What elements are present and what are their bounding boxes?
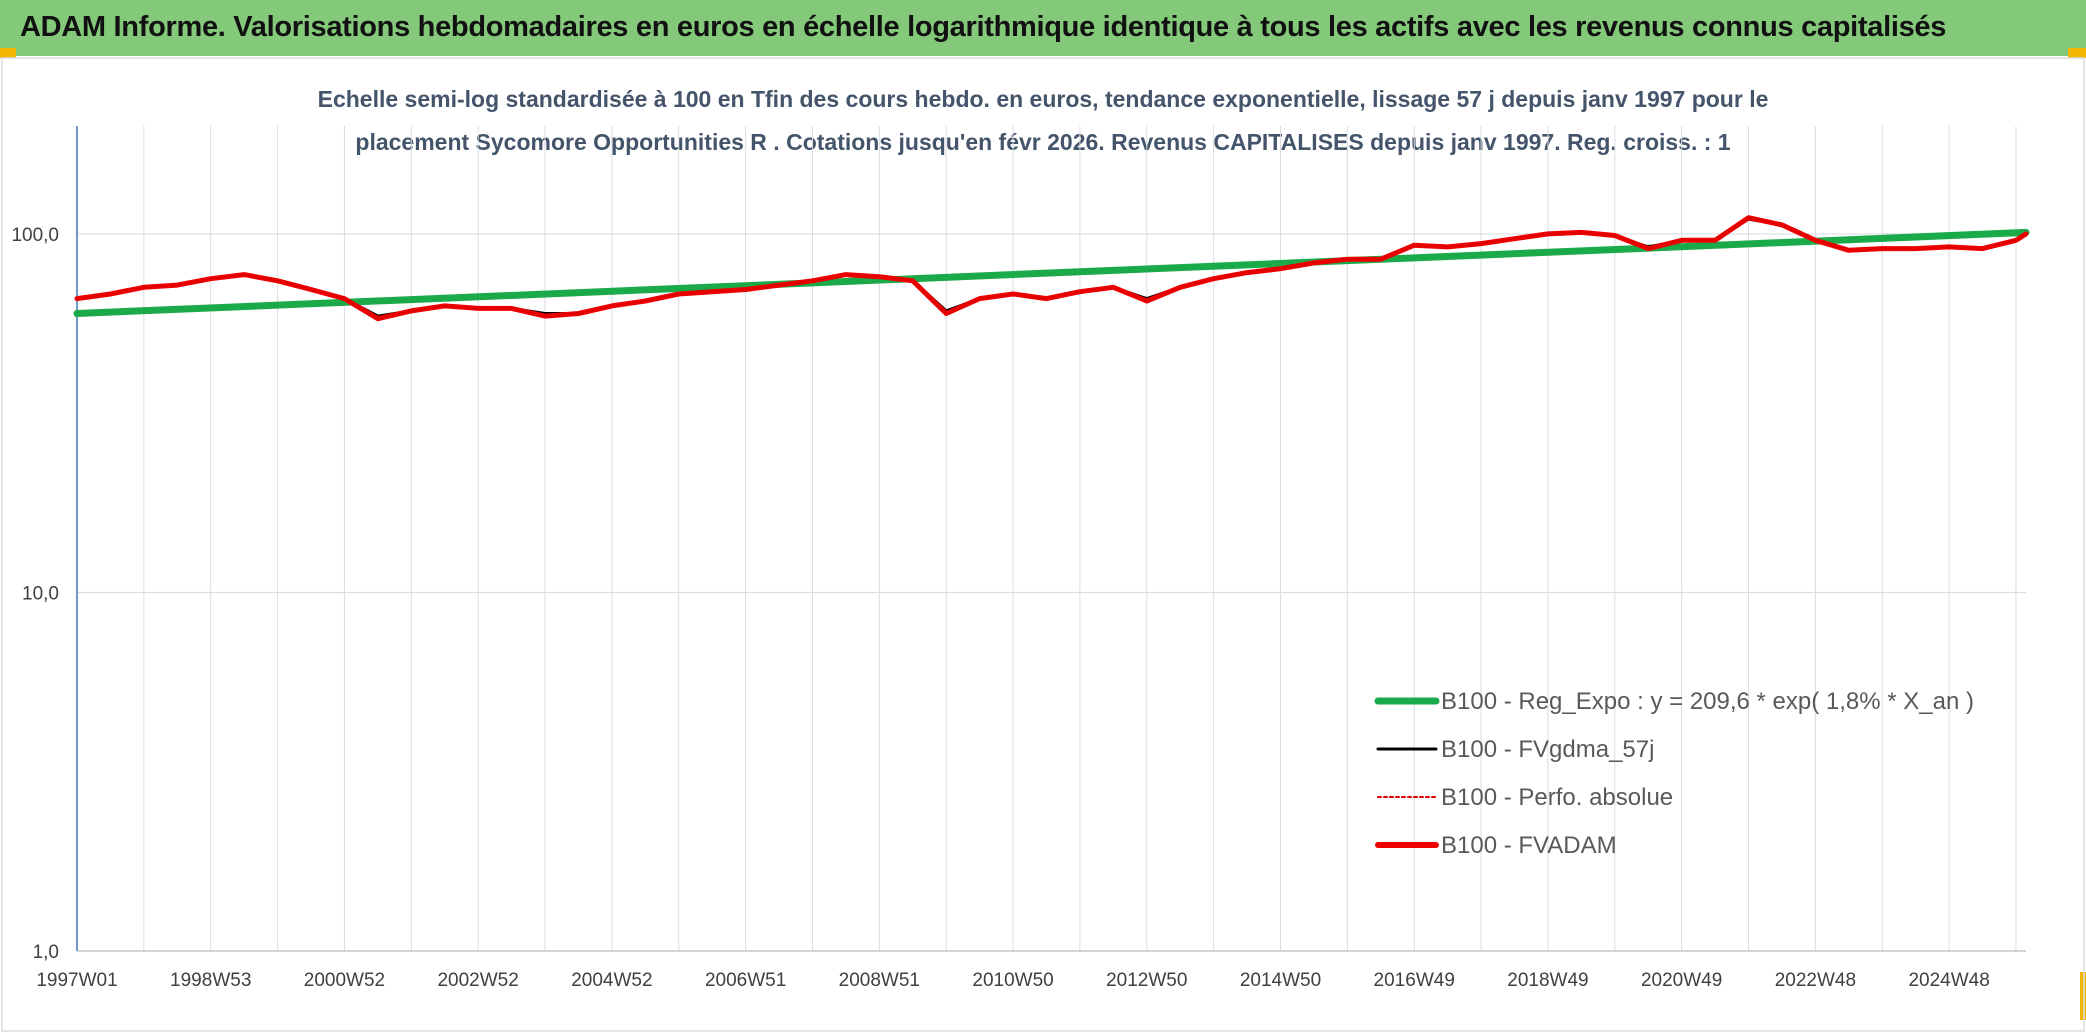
corner-accent-top-right: [2068, 48, 2086, 58]
x-tick-label: 2012W50: [1106, 970, 1187, 991]
corner-accent-bottom-right: [2080, 972, 2086, 1020]
x-tick-label: 2024W48: [1908, 970, 1989, 991]
corner-accent-top-left: [0, 48, 16, 58]
x-tick-label: 2000W52: [304, 970, 385, 991]
legend-label: B100 - Perfo. absolue: [1441, 784, 1673, 811]
x-tick-label: 2004W52: [571, 970, 652, 991]
x-tick-label: 1997W01: [36, 970, 117, 991]
y-tick-label: 1,0: [33, 942, 59, 963]
title-bar: ADAM Informe. Valorisations hebdomadaire…: [0, 0, 2086, 56]
legend: B100 - Reg_Expo : y = 209,6 * exp( 1,8% …: [1374, 688, 1974, 859]
chart-frame: [1, 57, 2085, 1032]
legend-label: B100 - FVADAM: [1441, 832, 1617, 859]
series-line-1: [73, 228, 2030, 317]
y-tick-label: 10,0: [22, 583, 59, 604]
chart-title: Echelle semi-log standardisée à 100 en T…: [318, 86, 1769, 155]
x-tick-label: 2014W50: [1240, 970, 1321, 991]
x-tick-label: 2018W49: [1507, 970, 1588, 991]
series-line-3: [76, 216, 2027, 320]
x-tick-label: 2008W51: [839, 970, 920, 991]
series: [73, 215, 2030, 322]
x-tick-label: 2006W51: [705, 970, 786, 991]
page-title: ADAM Informe. Valorisations hebdomadaire…: [20, 11, 1947, 43]
legend-label: B100 - FVgdma_57j: [1441, 736, 1654, 763]
x-tick-label: 1998W53: [170, 970, 251, 991]
x-tick-label: 2010W50: [972, 970, 1053, 991]
chart-title-line: Echelle semi-log standardisée à 100 en T…: [318, 86, 1769, 112]
axes: 1,0 10,0 100,0 1997W01 1998W53 2000W52 2002W52…: [11, 126, 2026, 991]
legend-label: B100 - Reg_Expo : y = 209,6 * exp( 1,8% …: [1441, 688, 1974, 715]
x-tick-label: 2020W49: [1641, 970, 1722, 991]
x-tick-label: 2016W49: [1374, 970, 1455, 991]
chart: Echelle semi-log standardisée à 100 en T…: [1, 57, 2085, 1032]
x-tick-label: 2002W52: [437, 970, 518, 991]
grid: [76, 126, 2026, 952]
x-tick-label: 2022W48: [1775, 970, 1856, 991]
y-tick-label: 100,0: [11, 225, 59, 246]
chart-title-line: placement Sycomore Opportunities R . Cot…: [355, 129, 1730, 155]
